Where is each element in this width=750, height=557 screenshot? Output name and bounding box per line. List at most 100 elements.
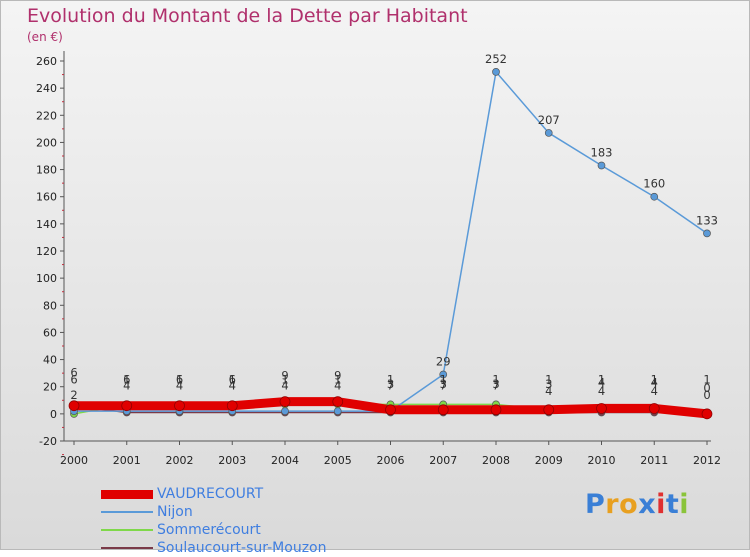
data-label-vaudrecourt: 6: [229, 373, 236, 387]
x-tick-label: 2002: [166, 454, 194, 467]
data-label-sommerecourt: 4: [281, 378, 288, 392]
data-label-vaudrecourt: 0: [703, 381, 710, 395]
data-label-soulaucourt-sur-mouzon: 1: [123, 373, 130, 387]
data-label-soulaucourt-sur-mouzon: 1: [229, 373, 236, 387]
data-point-nijon: [492, 68, 500, 76]
y-tick-label: 140: [36, 218, 57, 231]
data-point-nijon: [544, 129, 553, 137]
legend-item-vaudrecourt: VAUDRECOURT: [101, 485, 401, 503]
y-tick-label: 120: [36, 245, 57, 258]
y-tick-label: -20: [39, 435, 57, 448]
data-label-sommerecourt: 4: [651, 384, 658, 398]
logo-letter: r: [605, 489, 620, 520]
x-tick-label: 2007: [429, 454, 457, 467]
legend-label-sommerecourt: Sommerécourt: [157, 522, 261, 538]
y-tick-label: 20: [43, 381, 57, 394]
data-point-nijon: [597, 161, 606, 170]
data-label-soulaucourt-sur-mouzon: 1: [281, 373, 288, 387]
data-point-vaudrecourt: [174, 400, 185, 412]
legend-swatch-soulaucourt: [101, 547, 153, 549]
data-label-soulaucourt-sur-mouzon: 6: [70, 366, 77, 380]
x-tick-label: 2010: [588, 454, 616, 467]
legend-swatch-sommerecourt: [101, 529, 153, 531]
logo-letter: o: [619, 489, 639, 520]
data-point-vaudrecourt: [121, 400, 133, 412]
y-tick-label: 80: [43, 299, 57, 312]
data-label-vaudrecourt: 9: [334, 369, 341, 383]
data-point-vaudrecourt: [490, 404, 502, 416]
data-label-vaudrecourt: 9: [281, 369, 288, 383]
data-point-vaudrecourt: [648, 403, 660, 414]
proxiti-logo: Proxiti: [585, 489, 689, 520]
data-label-sommerecourt: 0: [703, 388, 710, 402]
x-tick-label: 2003: [218, 454, 246, 467]
axes: -200204060801001201401601802002202402602…: [36, 51, 721, 467]
y-tick-label: 220: [36, 109, 57, 122]
logo-letter: t: [665, 489, 680, 520]
data-label-sommerecourt: 4: [545, 384, 552, 398]
data-label-vaudrecourt: 3: [492, 377, 499, 391]
data-label-sommerecourt: 7: [440, 378, 447, 392]
x-tick-label: 2004: [271, 454, 299, 467]
data-point-vaudrecourt: [332, 396, 344, 407]
data-label-vaudrecourt: 6: [123, 373, 130, 387]
data-point-vaudrecourt: [226, 400, 238, 412]
y-tick-label: 0: [50, 408, 57, 421]
data-label-vaudrecourt: 6: [176, 373, 183, 387]
data-label-vaudrecourt: 3: [387, 377, 394, 391]
legend-swatch-nijon: [101, 511, 153, 513]
data-label-nijon: 207: [538, 113, 560, 127]
series-layer: [68, 68, 713, 420]
data-label-soulaucourt-sur-mouzon: 1: [176, 373, 183, 387]
data-label-sommerecourt: 4: [334, 378, 341, 392]
x-tick-label: 2012: [693, 454, 721, 467]
x-tick-label: 2011: [640, 454, 668, 467]
x-tick-label: 2001: [113, 454, 141, 467]
legend-item-sommerecourt: Sommerécourt: [101, 521, 401, 539]
legend-label-nijon: Nijon: [157, 504, 193, 520]
logo-letter: i: [656, 489, 666, 520]
data-label-sommerecourt: 4: [123, 378, 130, 392]
data-label-soulaucourt-sur-mouzon: 1: [440, 373, 447, 387]
data-label-soulaucourt-sur-mouzon: 1: [492, 373, 499, 387]
data-label-nijon: 160: [643, 177, 665, 191]
data-label-vaudrecourt: 6: [70, 373, 77, 387]
logo-letter: P: [585, 489, 606, 520]
legend: VAUDRECOURT Nijon Sommerécourt Soulaucou…: [101, 485, 401, 557]
data-label-soulaucourt-sur-mouzon: 1: [387, 373, 394, 387]
data-point-vaudrecourt: [385, 404, 396, 416]
chart-unit: (en €): [27, 30, 63, 44]
data-label-soulaucourt-sur-mouzon: 1: [598, 373, 605, 387]
legend-swatch-vaudrecourt: [101, 489, 153, 499]
y-tick-label: 200: [36, 136, 57, 149]
data-label-vaudrecourt: 3: [545, 377, 552, 391]
chart-title: Evolution du Montant de la Dette par Hab…: [27, 5, 468, 27]
x-tick-label: 2009: [535, 454, 563, 467]
y-tick-label: 40: [43, 354, 57, 367]
series-line-nijon: [74, 71, 708, 412]
data-label-sommerecourt: 4: [176, 378, 183, 392]
logo-letter: i: [679, 489, 690, 520]
y-tick-label: 260: [36, 55, 57, 68]
data-label-soulaucourt-sur-mouzon: 1: [545, 373, 552, 387]
data-label-nijon: 183: [591, 146, 613, 160]
data-label-nijon: 133: [696, 213, 718, 227]
x-tick-label: 2008: [482, 454, 510, 467]
legend-label-soulaucourt: Soulaucourt-sur-Mouzon: [157, 540, 327, 556]
legend-item-soulaucourt: Soulaucourt-sur-Mouzon: [101, 539, 401, 557]
data-label-vaudrecourt: 3: [440, 377, 447, 391]
y-tick-label: 60: [43, 326, 57, 339]
y-tick-label: 160: [36, 191, 57, 204]
data-label-sommerecourt: 2: [70, 388, 77, 402]
data-point-nijon: [333, 407, 342, 415]
data-point-vaudrecourt: [68, 400, 80, 412]
data-point-vaudrecourt: [543, 404, 555, 416]
data-label-soulaucourt-sur-mouzon: 1: [703, 373, 710, 387]
data-label-vaudrecourt: 4: [598, 375, 605, 389]
data-point-nijon: [439, 370, 448, 379]
data-point-nijon: [281, 407, 289, 415]
data-label-sommerecourt: 4: [598, 384, 605, 398]
x-tick-label: 2000: [60, 454, 88, 467]
